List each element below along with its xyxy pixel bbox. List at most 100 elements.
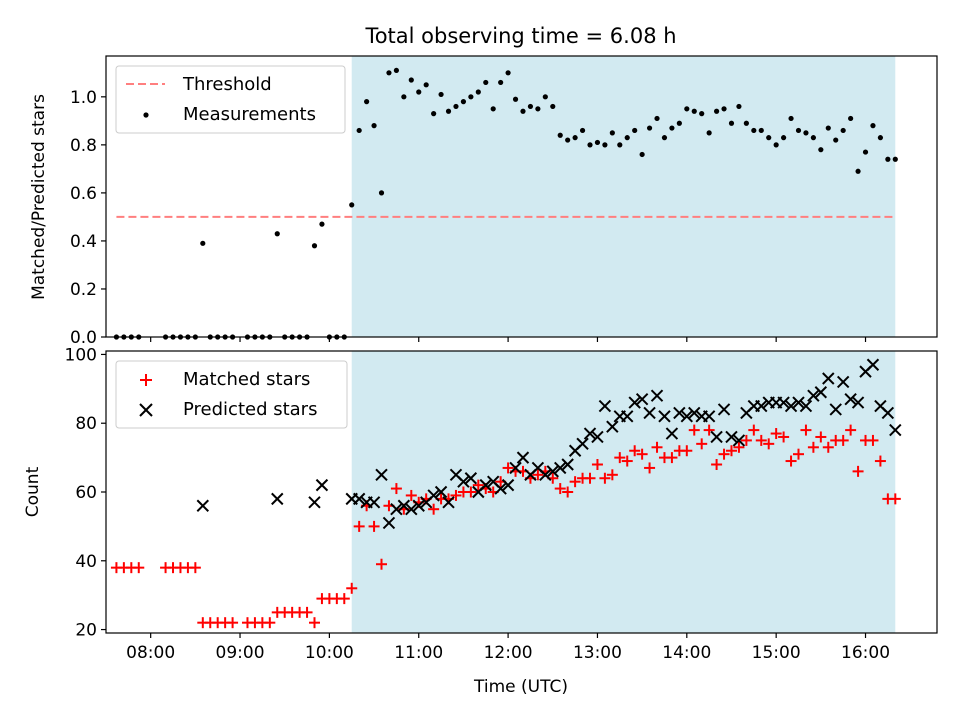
predicted-star-point: [836, 375, 850, 389]
predicted-star-point: [442, 496, 455, 509]
measurement-point: [803, 130, 809, 136]
measurement-point: [781, 135, 787, 141]
x-axis-label: Time (UTC): [473, 677, 568, 697]
matched-star-point: [703, 424, 715, 436]
measurement-point: [386, 70, 392, 76]
top-y-tick-label: 0.4: [70, 232, 97, 252]
measurement-point: [393, 67, 400, 74]
measurement-point: [557, 132, 563, 138]
predicted-star-point: [643, 406, 656, 420]
measurement-point: [349, 202, 355, 208]
legend-matched-label: Matched stars: [183, 369, 310, 390]
measurement-point: [773, 142, 779, 148]
bottom-legend: Matched stars Predicted stars: [115, 360, 348, 429]
measurement-point: [483, 79, 489, 86]
measurement-point: [505, 70, 511, 76]
measurement-point: [684, 106, 690, 112]
top-y-tick-label: 1.0: [70, 88, 97, 108]
predicted-star-point: [680, 410, 694, 423]
top-panel: 0.0 0.2 0.4 0.6 0.8 1.0 Matched/Predicted sta…: [29, 55, 938, 348]
predicted-star-point: [784, 399, 798, 413]
predicted-star-point: [799, 399, 813, 413]
measurement-point: [632, 127, 638, 134]
matched-star-point: [800, 424, 812, 436]
predicted-star-point: [777, 396, 790, 409]
bottom-y-tick-label: 100: [65, 345, 97, 365]
measurement-point: [609, 130, 615, 136]
x-tick-label: 11:00: [394, 643, 443, 663]
matched-star-point: [852, 465, 864, 477]
matched-star-point: [845, 424, 857, 436]
matched-star-point: [569, 476, 581, 488]
matched-star-point: [554, 483, 566, 495]
measurement-point: [423, 82, 429, 88]
matched-star-point: [770, 428, 782, 440]
matched-star-point: [591, 458, 603, 470]
matched-star-point: [308, 617, 320, 629]
measurement-point: [728, 120, 735, 126]
measurement-point: [862, 149, 869, 155]
measurement-point: [587, 142, 593, 148]
top-shaded-region: [351, 56, 896, 337]
measurement-point: [565, 137, 571, 143]
predicted-star-point: [434, 485, 448, 499]
predicted-star-point: [382, 516, 396, 530]
predicted-star-point: [576, 437, 589, 451]
predicted-star-point: [546, 465, 559, 478]
measurement-point: [885, 156, 891, 162]
top-y-ticks: 0.0 0.2 0.4 0.6 0.8 1.0: [70, 88, 106, 348]
predicted-star-point: [479, 478, 492, 492]
legend-matched-swatch: [140, 374, 152, 386]
bottom-y-tick-label: 40: [75, 552, 97, 572]
predicted-star-point: [844, 392, 857, 406]
measurement-point: [460, 99, 467, 105]
matched-star-point: [376, 558, 388, 570]
bottom-y-tick-label: 60: [75, 483, 97, 503]
predicted-star-point: [881, 406, 895, 420]
measurement-point: [855, 168, 861, 174]
legend-threshold-label: Threshold: [182, 74, 272, 95]
predicted-star-point: [829, 403, 842, 416]
measurement-point: [751, 127, 757, 134]
matched-star-point: [807, 441, 819, 453]
measurement-point: [840, 127, 846, 134]
matched-star-point: [338, 593, 350, 605]
predicted-star-point: [539, 468, 552, 482]
predicted-star-point: [635, 392, 649, 406]
predicted-star-point: [412, 499, 425, 512]
matched-star-point: [264, 617, 276, 629]
chart-title: Total observing time = 6.08 h: [364, 24, 676, 48]
matched-star-point: [450, 489, 462, 501]
measurement-point: [833, 137, 839, 143]
measurement-point: [311, 243, 318, 249]
matched-star-point: [606, 469, 618, 481]
matched-star-point: [793, 448, 804, 460]
measurement-point: [870, 123, 876, 129]
measurement-point: [416, 89, 422, 95]
legend-measurements-label: Measurements: [183, 104, 316, 125]
matched-star-point: [614, 452, 626, 464]
predicted-star-point: [494, 482, 507, 495]
measurement-point: [535, 106, 541, 112]
predicted-star-point: [315, 478, 329, 492]
bottom-y-tick-label: 20: [75, 621, 97, 641]
measurement-point: [319, 221, 325, 227]
matched-star-point: [584, 472, 596, 484]
measurement-point: [431, 111, 437, 117]
matched-star-point: [785, 455, 797, 467]
predicted-star-point: [591, 430, 604, 444]
predicted-star-point: [516, 451, 530, 464]
matched-star-point: [465, 486, 477, 498]
predicted-star-point: [554, 461, 567, 475]
legend-predicted-swatch: [139, 403, 153, 417]
matched-star-point: [837, 434, 849, 446]
predicted-star-point: [889, 423, 902, 437]
predicted-star-point: [814, 386, 828, 399]
measurement-point: [401, 94, 407, 100]
matched-star-point: [822, 441, 834, 453]
top-axes-frame: [105, 55, 938, 338]
matched-star-point: [867, 434, 879, 446]
matched-star-point: [599, 472, 611, 484]
bottom-legend-box: [115, 360, 348, 429]
measurement-point: [691, 108, 697, 114]
